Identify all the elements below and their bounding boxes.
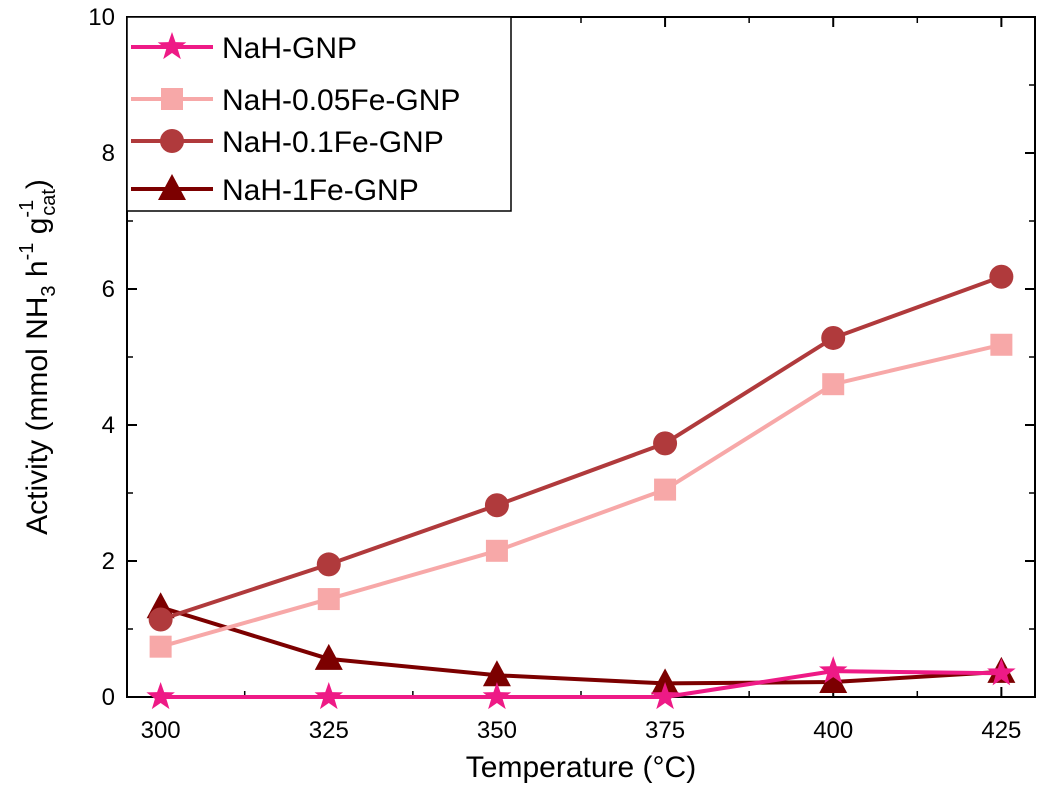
legend-label: NaH-1Fe-GNP	[222, 174, 419, 207]
data-point	[149, 635, 172, 658]
legend-marker	[157, 32, 187, 60]
data-point	[146, 682, 175, 710]
data-point	[819, 667, 848, 694]
data-point	[987, 658, 1016, 686]
legend-marker	[161, 88, 183, 110]
y-axis-title-g-sub: cat	[38, 189, 60, 216]
legend-label: NaH-GNP	[222, 32, 357, 65]
y-tick-labels: 0 2 4 6 8 10	[88, 4, 115, 711]
y-axis-title-g: g	[21, 218, 54, 243]
y-tick-label: 8	[102, 140, 115, 167]
data-point	[317, 588, 340, 611]
x-axis-title: Temperature (°C)	[466, 751, 696, 784]
data-point	[989, 264, 1014, 289]
y-axis-title-nh3-sub: 3	[38, 285, 60, 296]
legend-item: NaH-0.1Fe-GNP	[131, 126, 444, 159]
series-NaH-GNP	[146, 656, 1016, 710]
legend-items: NaH-GNP NaH-0.05Fe-GNP NaH-0.1Fe-GNP NaH-1F…	[131, 32, 460, 207]
x-tick-label: 375	[645, 717, 685, 744]
legend-marker	[160, 129, 184, 153]
legend-item: NaH-1Fe-GNP	[131, 174, 419, 207]
legend-label: NaH-0.1Fe-GNP	[222, 126, 444, 159]
series-NaH-0.05Fe-GNP	[149, 333, 1013, 658]
x-tick-label: 400	[813, 717, 853, 744]
data-point	[314, 682, 344, 710]
series-line	[160, 342, 1002, 649]
data-point	[818, 656, 848, 684]
x-tick-labels: 300 325 350 375 400 425	[141, 717, 1022, 744]
y-axis-title-suffix: )	[21, 179, 54, 189]
data-point	[990, 333, 1013, 356]
y-axis-title-group: Activity (mmol NH3 h-1 g-1cat)	[16, 179, 60, 535]
x-tick-label: 300	[141, 717, 181, 744]
x-tick-label: 325	[309, 717, 349, 744]
series-line	[160, 274, 1003, 622]
y-axis-title-h: h	[21, 260, 54, 285]
y-axis-title-prefix: Activity (mmol NH	[21, 297, 54, 535]
series-NaH-1Fe-GNP	[146, 592, 1016, 695]
y-tick-label: 4	[102, 412, 115, 439]
y-tick-label: 6	[102, 276, 115, 303]
series-line	[160, 669, 1002, 699]
series-layer	[146, 264, 1016, 710]
data-point	[148, 607, 173, 632]
data-point	[654, 478, 677, 501]
data-point	[485, 539, 508, 562]
legend-box	[126, 16, 512, 212]
data-point	[314, 643, 343, 670]
series-line	[160, 605, 1002, 686]
data-point	[822, 373, 845, 396]
y-tick-label: 10	[88, 4, 115, 31]
legend-label: NaH-0.05Fe-GNP	[222, 84, 460, 117]
legend: NaH-GNP NaH-0.05Fe-GNP NaH-0.1Fe-GNP NaH-1F…	[126, 16, 512, 212]
x-tick-label: 350	[477, 717, 517, 744]
legend-item: NaH-GNP	[131, 32, 357, 65]
data-point	[651, 668, 680, 695]
y-axis-title-h-sup: -1	[16, 243, 38, 261]
data-point	[653, 431, 678, 456]
legend-item: NaH-0.05Fe-GNP	[131, 84, 460, 117]
series-NaH-0.1Fe-GNP	[148, 264, 1014, 632]
y-axis-title: Activity (mmol NH3 h-1 g-1cat)	[16, 179, 60, 535]
data-point	[316, 552, 341, 577]
data-point	[482, 682, 512, 710]
x-tick-label: 425	[981, 717, 1021, 744]
data-point	[821, 325, 846, 350]
y-tick-label: 2	[102, 548, 115, 575]
data-point	[484, 493, 509, 518]
data-point	[650, 682, 680, 710]
y-tick-label: 0	[102, 684, 115, 711]
y-axis-title-g-sup: -1	[16, 200, 38, 218]
data-point	[482, 660, 511, 687]
legend-marker	[158, 174, 186, 200]
